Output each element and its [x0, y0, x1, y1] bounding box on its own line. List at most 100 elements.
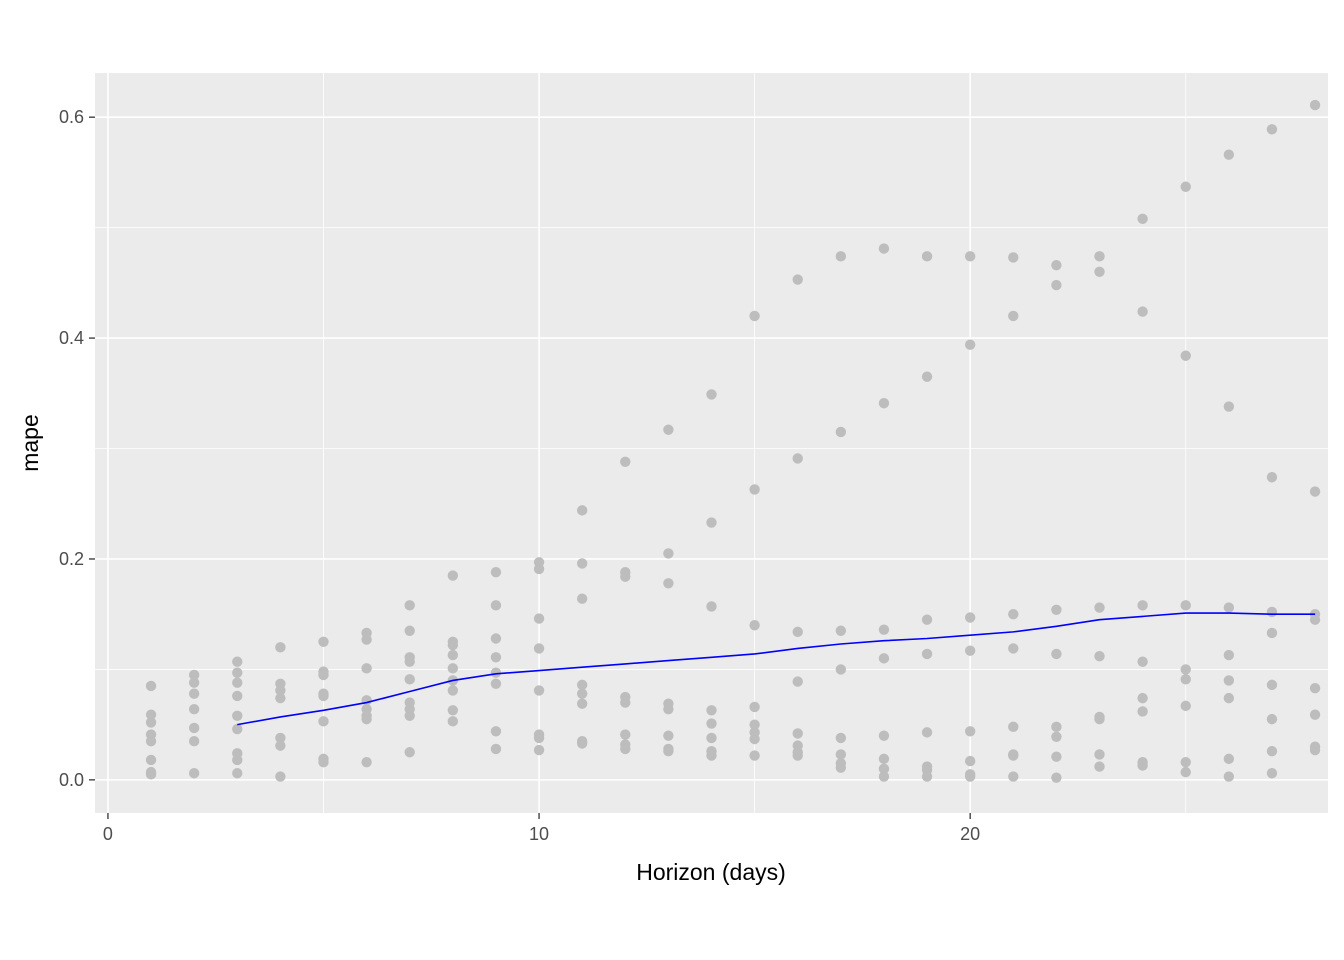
data-point — [792, 676, 803, 687]
data-point — [792, 728, 803, 739]
x-axis: 0 10 20 — [103, 813, 980, 844]
data-point — [576, 505, 588, 516]
data-point — [1094, 602, 1105, 613]
data-point — [792, 626, 803, 638]
y-tick-label: 0.2 — [59, 549, 84, 569]
data-point — [232, 690, 243, 702]
trend-line — [237, 612, 1316, 726]
data-point — [1051, 751, 1062, 762]
data-point — [964, 771, 976, 782]
data-point — [964, 251, 976, 262]
data-point — [1180, 766, 1191, 778]
mean-line — [237, 612, 1316, 726]
data-point — [1180, 181, 1191, 192]
data-point — [620, 697, 631, 708]
data-point — [1008, 252, 1019, 263]
data-point — [188, 688, 200, 699]
data-point — [188, 736, 200, 747]
data-point — [404, 625, 415, 636]
data-point — [835, 426, 847, 438]
data-point — [490, 652, 502, 663]
data-point — [490, 726, 502, 737]
data-point — [878, 753, 890, 765]
data-point — [232, 723, 243, 735]
data-point — [1094, 749, 1105, 760]
data-point — [1051, 259, 1062, 271]
data-point — [232, 667, 243, 678]
data-point — [835, 732, 847, 744]
data-point — [1137, 656, 1148, 667]
data-point — [404, 656, 415, 667]
data-point — [232, 656, 243, 667]
data-point — [921, 614, 933, 625]
data-point — [1223, 149, 1235, 160]
data-point — [576, 688, 588, 699]
data-point — [1266, 713, 1278, 725]
data-point — [1137, 706, 1148, 717]
data-point — [1094, 251, 1105, 262]
x-axis-title: Horizon (days) — [636, 859, 786, 885]
data-point — [1051, 279, 1062, 291]
data-point — [490, 678, 502, 689]
data-point — [663, 578, 674, 589]
data-point — [1180, 756, 1191, 768]
data-point — [1309, 682, 1321, 694]
data-point — [749, 620, 760, 631]
data-point — [490, 600, 502, 611]
data-point — [188, 703, 200, 715]
data-point — [878, 763, 890, 775]
data-point — [533, 613, 545, 624]
data-point — [749, 310, 760, 322]
data-point — [749, 733, 760, 745]
data-point — [447, 639, 459, 651]
data-point — [318, 690, 329, 702]
data-point — [361, 663, 372, 674]
data-point — [1180, 674, 1191, 685]
data-point — [878, 730, 890, 741]
data-point — [1309, 99, 1321, 111]
data-point — [1137, 306, 1148, 317]
data-point — [1223, 771, 1235, 782]
data-point — [620, 571, 631, 582]
data-point — [1137, 600, 1148, 611]
data-point — [145, 709, 157, 720]
data-point — [835, 749, 847, 760]
data-point — [1137, 213, 1148, 224]
data-point — [1223, 602, 1235, 613]
data-point — [706, 389, 717, 400]
data-point — [1180, 350, 1191, 361]
data-point — [878, 398, 890, 409]
data-point — [749, 719, 760, 730]
data-point — [145, 736, 157, 747]
data-point — [1309, 486, 1321, 497]
data-point — [232, 754, 243, 766]
data-point — [188, 768, 200, 779]
data-point — [361, 713, 372, 725]
y-axis: 0.0 0.2 0.4 0.6 — [59, 107, 95, 790]
data-point — [1094, 761, 1105, 772]
data-point — [490, 743, 502, 755]
data-point — [706, 601, 717, 612]
data-point — [878, 771, 890, 782]
data-point — [921, 727, 933, 738]
data-point — [1309, 709, 1321, 720]
data-point — [1051, 731, 1062, 742]
data-point — [447, 705, 459, 716]
y-tick-label: 0.0 — [59, 770, 84, 790]
data-point — [663, 730, 674, 741]
data-point — [447, 663, 459, 674]
data-point — [1223, 675, 1235, 686]
data-point — [1266, 627, 1278, 639]
data-point — [576, 679, 588, 691]
data-point — [1008, 643, 1019, 654]
data-point — [1051, 604, 1062, 615]
data-point — [447, 570, 459, 581]
data-point — [318, 669, 329, 681]
data-point — [490, 667, 502, 678]
data-point — [490, 633, 502, 644]
data-point — [232, 768, 243, 779]
data-point — [318, 756, 329, 768]
data-point — [620, 743, 631, 755]
data-point — [404, 674, 415, 685]
data-point — [576, 738, 588, 749]
